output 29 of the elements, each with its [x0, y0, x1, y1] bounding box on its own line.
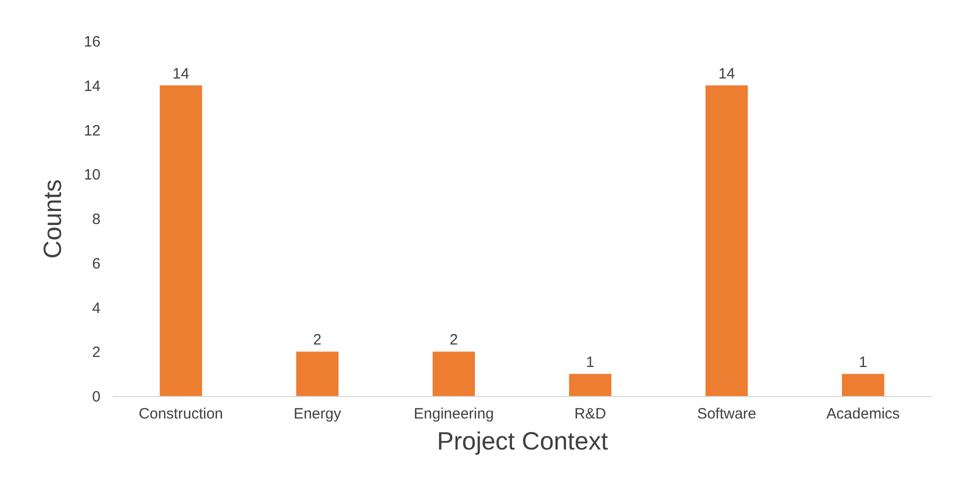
data-label: 14 — [172, 65, 190, 82]
data-label: 1 — [586, 354, 594, 371]
y-tick-label: 12 — [84, 122, 100, 140]
bar — [842, 374, 884, 396]
y-tick-label: 10 — [84, 166, 100, 184]
y-tick-label: 14 — [84, 78, 100, 95]
x-tick-label: Energy — [294, 406, 342, 422]
y-tick-label: 16 — [84, 34, 100, 50]
x-tick-label: Academics — [826, 406, 900, 422]
y-tick-label: 0 — [92, 388, 100, 406]
x-tick-label: Engineering — [414, 406, 494, 422]
bar — [296, 352, 338, 396]
x-tick-label: R&D — [574, 406, 606, 422]
data-label: 14 — [718, 65, 736, 82]
x-tick-label: Construction — [138, 406, 224, 422]
y-tick-label: 2 — [92, 344, 100, 362]
x-axis-title: Project Context — [437, 428, 608, 456]
x-tick-label: Software — [697, 406, 756, 422]
bar — [432, 352, 475, 396]
y-tick-label: 8 — [92, 211, 100, 228]
y-tick-label: 4 — [92, 300, 100, 317]
y-tick-label: 6 — [92, 255, 100, 272]
y-axis-title: Counts — [38, 179, 67, 259]
data-label: 2 — [450, 332, 458, 349]
bar — [569, 374, 612, 396]
bar — [706, 85, 748, 396]
data-label: 1 — [858, 354, 868, 371]
data-label: 2 — [313, 332, 322, 349]
bar — [160, 85, 202, 396]
